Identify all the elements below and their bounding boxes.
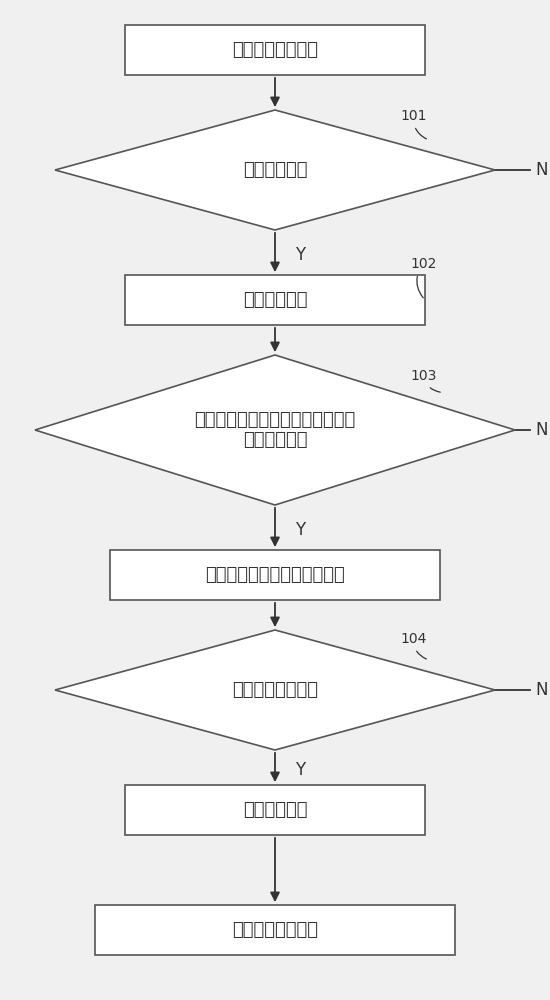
FancyBboxPatch shape [95,905,455,955]
FancyBboxPatch shape [125,785,425,835]
Text: 进入斜坡停车模式: 进入斜坡停车模式 [232,921,318,939]
FancyBboxPatch shape [125,275,425,325]
Text: 103: 103 [410,369,440,392]
Text: Y: Y [295,761,305,779]
Text: 101: 101 [400,109,426,139]
Polygon shape [35,355,515,505]
FancyBboxPatch shape [110,550,440,600]
Text: N: N [535,161,547,179]
Text: 当前微步数调整为目标微步数: 当前微步数调整为目标微步数 [205,566,345,584]
Text: 进入怠速模式: 进入怠速模式 [243,801,307,819]
Text: 接收阻值输入信号: 接收阻值输入信号 [232,41,318,59]
Text: N: N [535,421,547,439]
Text: 是否有车速？: 是否有车速？ [243,161,307,179]
Text: Y: Y [295,521,305,539]
FancyBboxPatch shape [125,25,425,75]
Text: 104: 104 [400,632,426,659]
Text: Y: Y [295,246,305,264]
Polygon shape [55,110,495,230]
Text: N: N [535,681,547,699]
Text: 102: 102 [410,257,436,298]
Text: 发动机是否转动？: 发动机是否转动？ [232,681,318,699]
Text: 当前微步数与目标微步数差值大于
第一微步数？: 当前微步数与目标微步数差值大于 第一微步数？ [194,411,356,449]
Polygon shape [55,630,495,750]
Text: 进入微步模式: 进入微步模式 [243,291,307,309]
